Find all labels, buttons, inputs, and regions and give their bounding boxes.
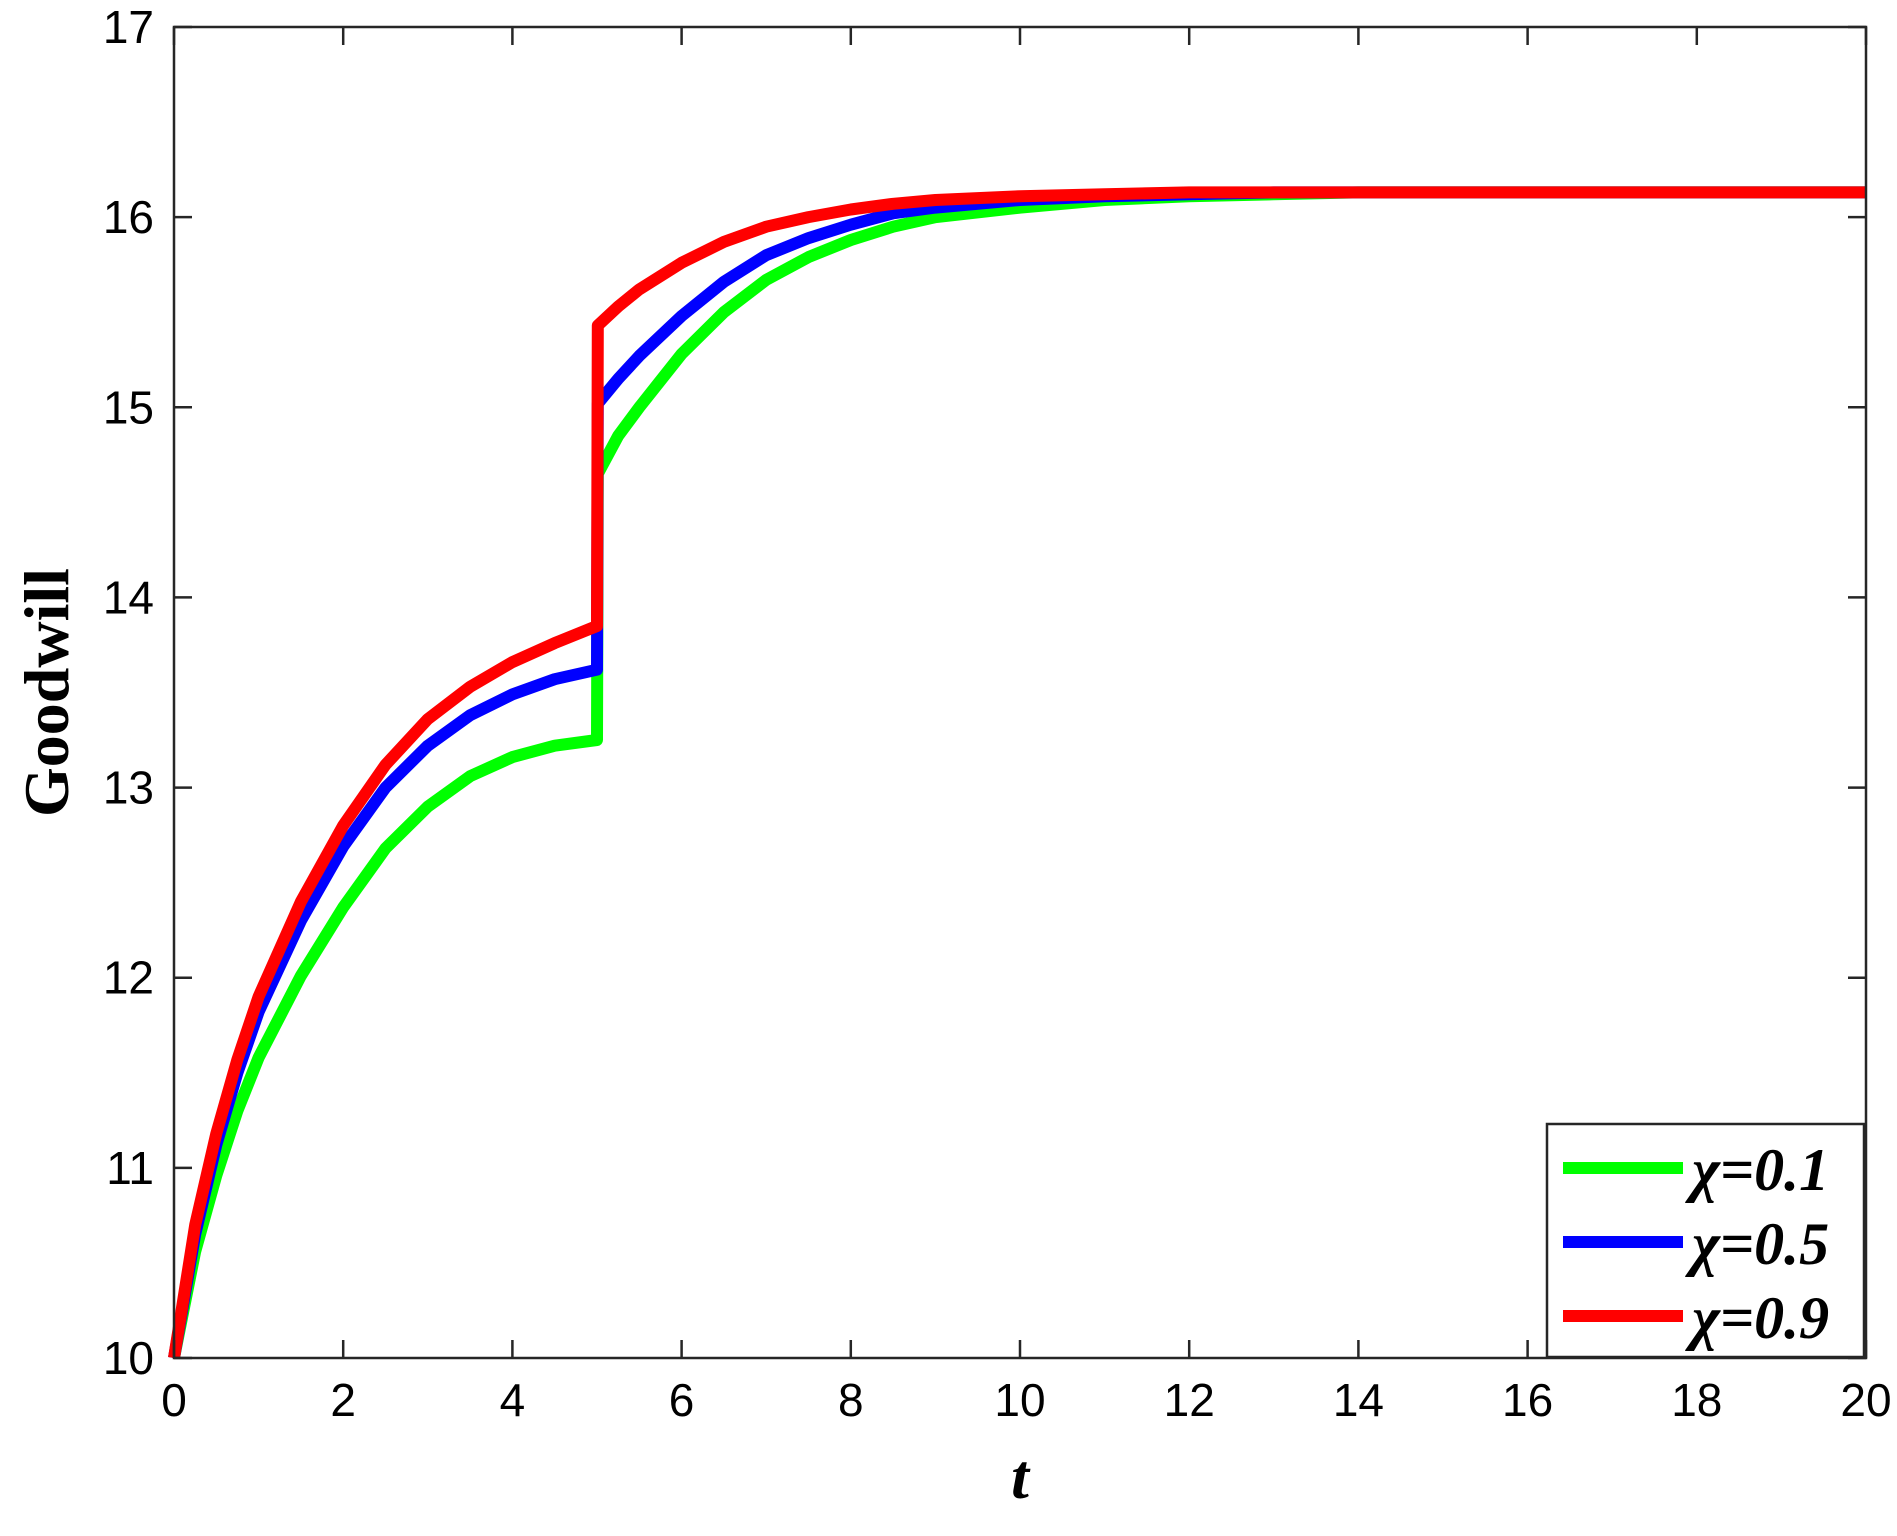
ticks-layer: 0 2 4 6 8 10 12 14 16 18 20 10 11 12 13 14 15 16 17: [103, 1, 1892, 1426]
legend: χ=0.1 χ=0.5 χ=0.9: [1545, 1122, 1866, 1359]
y-tick-label: 11: [106, 1142, 154, 1194]
x-tick-label: 20: [1840, 1374, 1891, 1426]
y-tick-label: 10: [103, 1332, 154, 1384]
x-tick-label: 2: [330, 1374, 356, 1426]
x-tick-label: 8: [838, 1374, 864, 1426]
y-tick-label: 17: [103, 1, 154, 53]
x-tick-label: 10: [994, 1374, 1045, 1426]
series-layer: [168, 186, 1866, 1360]
legend-label-2: χ=0.5: [1685, 1211, 1829, 1277]
x-tick-label: 18: [1671, 1374, 1722, 1426]
y-tick-label: 12: [103, 952, 154, 1004]
x-axis-title: t: [1011, 1441, 1031, 1512]
x-tick-label: 0: [161, 1374, 187, 1426]
y-tick-label: 14: [103, 571, 154, 623]
x-tick-label: 16: [1502, 1374, 1553, 1426]
x-tick-label: 6: [669, 1374, 695, 1426]
legend-label-1: χ=0.1: [1685, 1137, 1829, 1203]
y-tick-label: 16: [103, 191, 154, 243]
x-tick-label: 12: [1164, 1374, 1215, 1426]
legend-label-3: χ=0.9: [1685, 1285, 1829, 1351]
x-tick-label: 4: [500, 1374, 526, 1426]
x-tick-label: 14: [1333, 1374, 1384, 1426]
series-line-3: [168, 186, 1866, 1359]
y-tick-label: 15: [103, 381, 154, 433]
y-tick-label: 13: [103, 762, 154, 814]
y-axis-title: Goodwill: [11, 568, 82, 817]
